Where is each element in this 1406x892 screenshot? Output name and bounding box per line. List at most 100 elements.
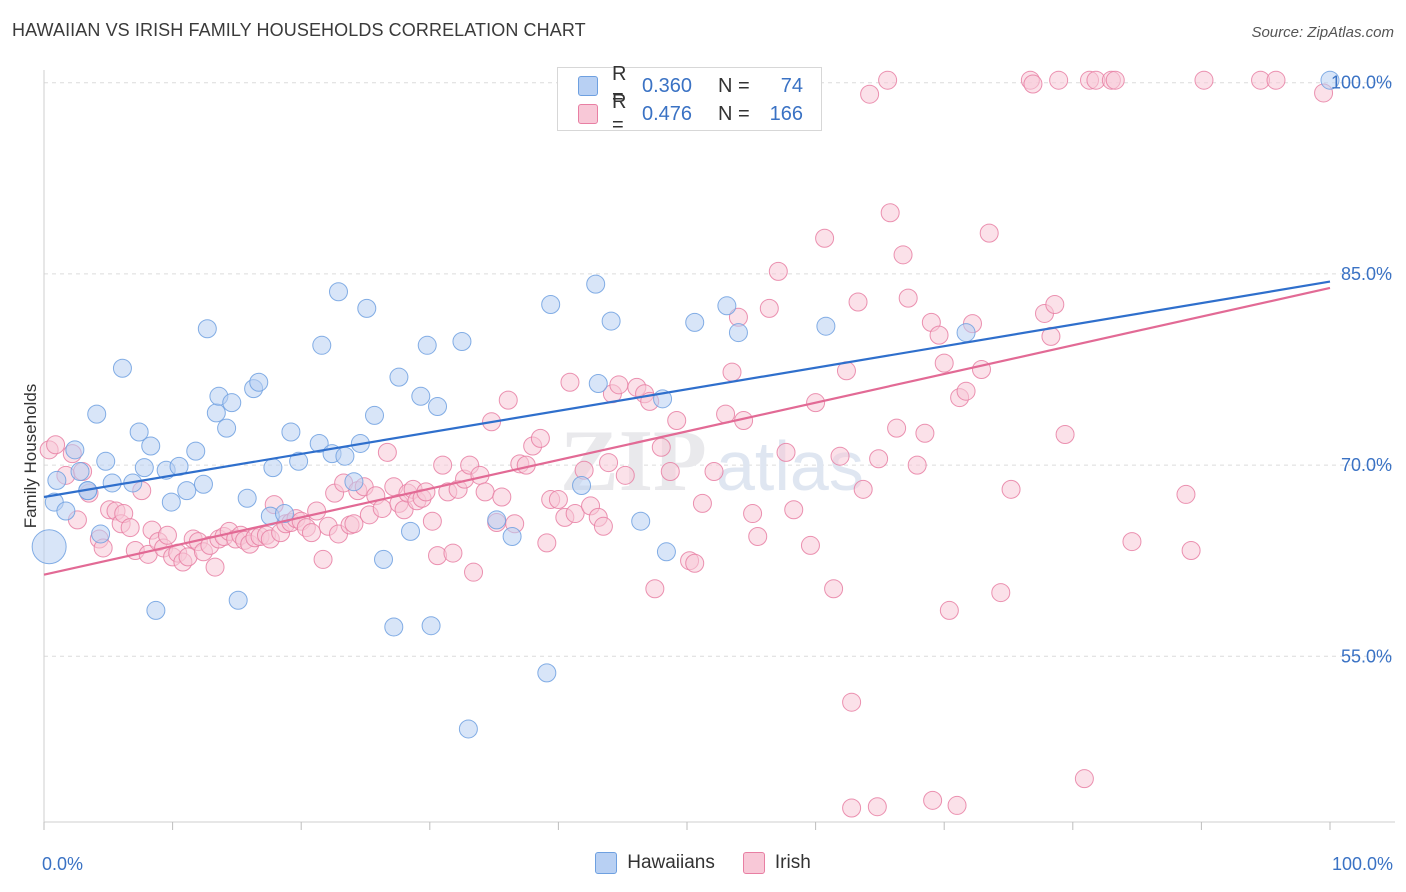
watermark-atlas: atlas xyxy=(716,427,864,505)
point-hawaiians xyxy=(222,393,242,413)
point-irish xyxy=(867,797,887,817)
data-points xyxy=(31,70,1340,818)
legend-n-value: 74 xyxy=(780,74,803,97)
point-hawaiians xyxy=(417,335,437,355)
legend-r-label: R = xyxy=(612,91,627,136)
point-irish xyxy=(991,583,1011,603)
point-irish xyxy=(1176,484,1196,504)
point-irish xyxy=(301,523,321,543)
point-irish xyxy=(722,362,742,382)
bottom-legend-irish[interactable]: Irish xyxy=(742,852,811,874)
point-hawaiians xyxy=(65,440,85,460)
legend-n-label: N = xyxy=(718,102,750,125)
point-irish xyxy=(313,549,333,569)
point-irish xyxy=(645,579,665,599)
point-irish xyxy=(46,435,66,455)
point-hawaiians xyxy=(129,422,149,442)
point-hawaiians xyxy=(237,488,257,508)
x-tick-label: 100.0% xyxy=(1332,854,1393,874)
point-hawaiians xyxy=(601,311,621,331)
point-hawaiians xyxy=(263,458,283,478)
point-hawaiians xyxy=(389,367,409,387)
point-irish xyxy=(667,411,687,431)
point-hawaiians xyxy=(186,441,206,461)
point-irish xyxy=(120,518,140,538)
point-irish xyxy=(848,292,868,312)
point-hawaiians xyxy=(365,405,385,425)
point-irish xyxy=(1194,70,1214,90)
point-irish xyxy=(1001,479,1021,499)
bottom-legend-swatch-irish xyxy=(742,852,765,874)
point-irish xyxy=(704,461,724,481)
point-hawaiians xyxy=(217,418,237,438)
point-irish xyxy=(887,418,907,438)
point-hawaiians xyxy=(328,282,348,302)
point-hawaiians xyxy=(309,433,329,453)
point-hawaiians xyxy=(31,529,67,565)
point-hawaiians xyxy=(228,590,248,610)
point-hawaiians xyxy=(161,492,181,512)
point-hawaiians xyxy=(816,316,836,336)
point-irish xyxy=(422,511,442,531)
point-irish xyxy=(565,504,585,524)
point-irish xyxy=(433,455,453,475)
point-hawaiians xyxy=(502,526,522,546)
point-hawaiians xyxy=(206,403,226,423)
point-hawaiians xyxy=(91,524,111,544)
point-hawaiians xyxy=(177,481,197,501)
point-irish xyxy=(537,533,557,553)
point-irish xyxy=(830,446,850,466)
point-irish xyxy=(205,557,225,577)
legend-r-value: 0.360 xyxy=(642,74,693,97)
point-hawaiians xyxy=(289,451,309,471)
y-tick-label: 70.0% xyxy=(1341,455,1392,475)
point-irish xyxy=(939,600,959,620)
point-irish xyxy=(492,487,512,507)
point-irish xyxy=(947,795,967,815)
point-irish xyxy=(660,461,680,481)
point-irish xyxy=(307,501,327,521)
bottom-legend-hawaiians[interactable]: Hawaiians xyxy=(595,852,715,874)
bottom-legend: Hawaiians Irish xyxy=(0,852,1406,874)
point-irish xyxy=(609,375,629,395)
point-irish xyxy=(759,298,779,318)
legend-n-value: 166 xyxy=(769,102,803,125)
point-hawaiians xyxy=(102,473,122,493)
point-hawaiians xyxy=(631,511,651,531)
trend-lines xyxy=(43,280,1331,576)
point-hawaiians xyxy=(96,451,116,471)
point-hawaiians xyxy=(411,386,431,406)
point-hawaiians xyxy=(249,372,269,392)
bottom-legend-swatch-hawaiians xyxy=(595,852,618,874)
point-irish xyxy=(593,516,613,536)
point-hawaiians xyxy=(112,358,132,378)
bottom-legend-label-irish: Irish xyxy=(774,852,811,873)
point-irish xyxy=(929,325,949,345)
point-irish xyxy=(860,84,880,104)
y-tick-label: 85.0% xyxy=(1341,264,1392,284)
point-hawaiians xyxy=(588,374,608,394)
point-irish xyxy=(853,479,873,499)
point-irish xyxy=(1045,295,1065,315)
point-hawaiians xyxy=(141,436,161,456)
point-irish xyxy=(372,498,392,518)
legend-row-irish: R = 0.476 N = 166 xyxy=(578,91,803,136)
point-hawaiians xyxy=(685,312,705,332)
point-irish xyxy=(157,525,177,545)
trendline-hawaiians xyxy=(43,280,1331,499)
point-hawaiians xyxy=(717,296,737,316)
y-axis-label: Family Households xyxy=(21,384,40,529)
point-irish xyxy=(1049,70,1069,90)
point-irish xyxy=(692,493,712,513)
point-irish xyxy=(776,442,796,462)
point-hawaiians xyxy=(357,298,377,318)
point-irish xyxy=(1122,532,1142,552)
point-irish xyxy=(915,423,935,443)
point-hawaiians xyxy=(56,501,76,521)
source-label: Source: ZipAtlas.com xyxy=(1251,24,1394,41)
point-hawaiians xyxy=(384,617,404,637)
legend-swatch-irish xyxy=(578,104,598,124)
point-hawaiians xyxy=(70,461,90,481)
point-hawaiians xyxy=(1320,70,1340,90)
